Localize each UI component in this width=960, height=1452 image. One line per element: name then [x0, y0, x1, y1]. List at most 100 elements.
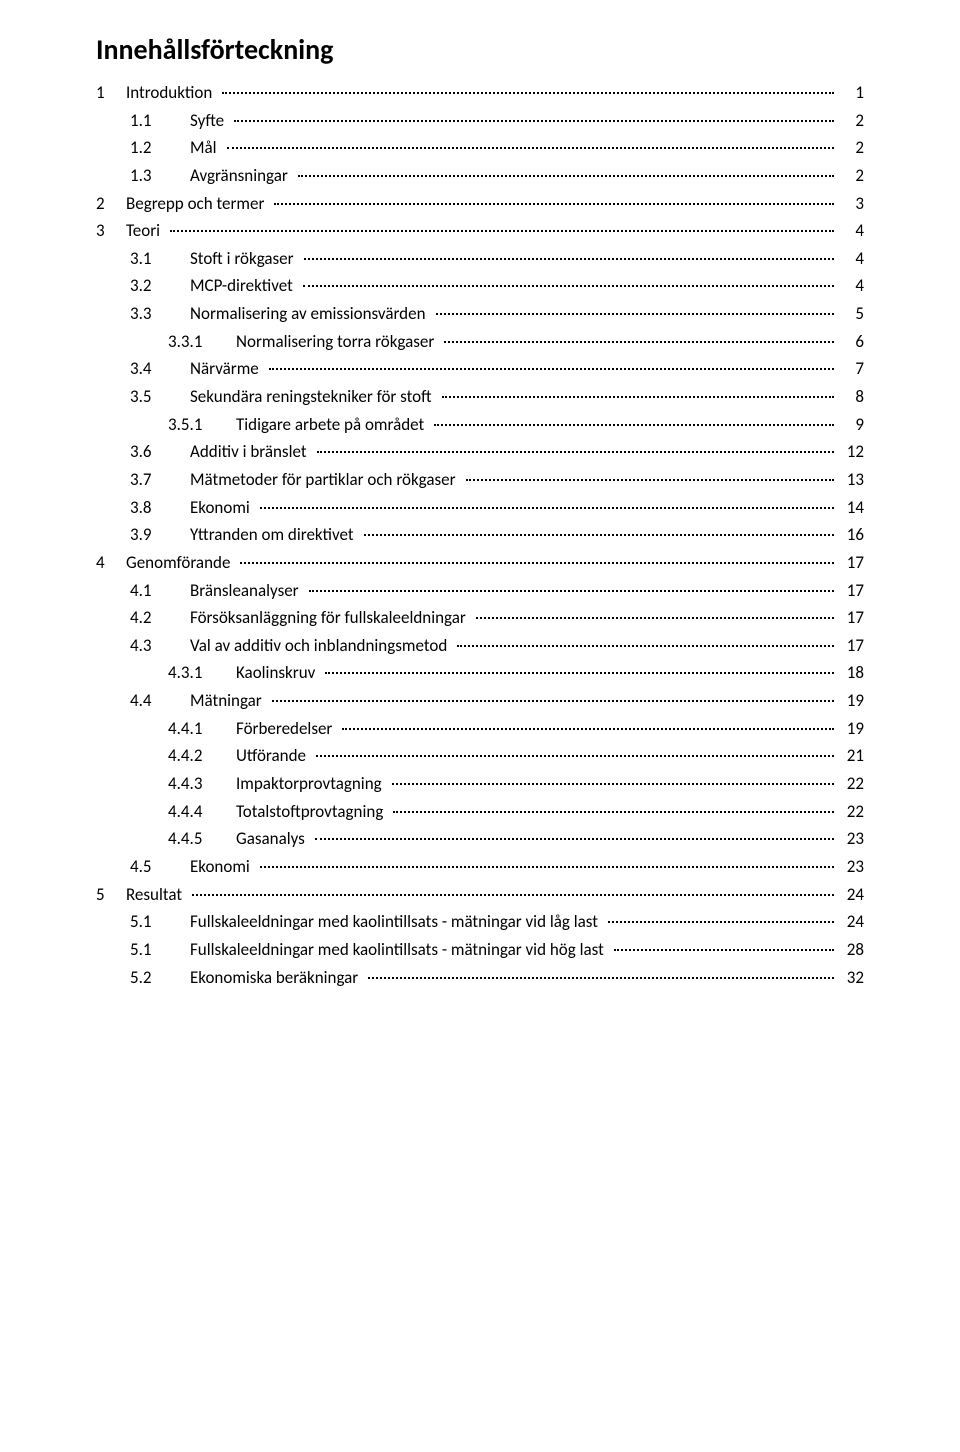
- toc-entry-page: 28: [838, 938, 864, 961]
- toc-entry[interactable]: 4.4.2Utförande21: [96, 744, 864, 767]
- toc-entry-title: Kaolinskruv: [236, 661, 321, 684]
- toc-entry[interactable]: 4.3Val av additiv och inblandningsmetod1…: [96, 634, 864, 657]
- toc-entry-title: Teori: [126, 219, 166, 242]
- toc-leader-dots: [240, 562, 834, 564]
- toc-leader-dots: [393, 811, 834, 813]
- toc-entry-title: Mätningar: [190, 689, 268, 712]
- toc-entry[interactable]: 5.1Fullskaleeldningar med kaolintillsats…: [96, 938, 864, 961]
- toc-entry-number: 3.5: [130, 385, 190, 408]
- toc-entry[interactable]: 3.1Stoft i rökgaser4: [96, 247, 864, 270]
- toc-entry-number: 3.8: [130, 496, 190, 519]
- toc-entry-number: 4.4.2: [168, 744, 236, 767]
- toc-entry-title: MCP-direktivet: [190, 274, 299, 297]
- toc-entry-title: Normalisering av emissionsvärden: [190, 302, 432, 325]
- toc-entry-number: 3.4: [130, 357, 190, 380]
- toc-entry-number: 4.4.3: [168, 772, 236, 795]
- toc-entry[interactable]: 1Introduktion1: [96, 81, 864, 104]
- toc-entry[interactable]: 3.7Mätmetoder för partiklar och rökgaser…: [96, 468, 864, 491]
- toc-entry-page: 22: [838, 772, 864, 795]
- toc-leader-dots: [227, 147, 834, 149]
- toc-entry[interactable]: 5Resultat 24: [96, 883, 864, 906]
- toc-entry-number: 4.4.1: [168, 717, 236, 740]
- toc-entry-page: 32: [838, 966, 864, 989]
- toc-leader-dots: [466, 479, 834, 481]
- toc-entry-number: 3.9: [130, 523, 190, 546]
- toc-entry[interactable]: 4.5Ekonomi23: [96, 855, 864, 878]
- toc-entry[interactable]: 4.3.1Kaolinskruv18: [96, 661, 864, 684]
- toc-entry[interactable]: 1.1Syfte2: [96, 109, 864, 132]
- toc-entry-title: Additiv i bränslet: [190, 440, 313, 463]
- toc-entry-page: 4: [838, 274, 864, 297]
- toc-entry-title: Val av additiv och inblandningsmetod: [190, 634, 453, 657]
- toc-entry[interactable]: 3.9Yttranden om direktivet16: [96, 523, 864, 546]
- toc-entry[interactable]: 3.5.1Tidigare arbete på området9: [96, 413, 864, 436]
- toc-entry-title: Tidigare arbete på området: [236, 413, 430, 436]
- toc-leader-dots: [303, 285, 834, 287]
- toc-entry-number: 4.4.5: [168, 827, 236, 850]
- toc-entry-number: 5: [96, 883, 126, 906]
- toc-leader-dots: [170, 230, 834, 232]
- toc-entry-number: 4.3: [130, 634, 190, 657]
- toc-entry[interactable]: 4.4.5Gasanalys23: [96, 827, 864, 850]
- toc-entry-page: 23: [838, 855, 864, 878]
- toc-entry-number: 3.7: [130, 468, 190, 491]
- toc-entry-title: Bränsleanalyser: [190, 579, 305, 602]
- toc-entry-title: Resultat: [126, 883, 188, 906]
- toc-entry[interactable]: 4Genomförande17: [96, 551, 864, 574]
- toc-entry[interactable]: 4.2Försöksanläggning för fullskaleeldnin…: [96, 606, 864, 629]
- toc-entry-page: 19: [838, 689, 864, 712]
- toc-entry[interactable]: 5.2Ekonomiska beräkningar32: [96, 966, 864, 989]
- toc-entry[interactable]: 3Teori4: [96, 219, 864, 242]
- toc-entry-page: 24: [838, 910, 864, 933]
- toc-entry-title: Fullskaleeldningar med kaolintillsats - …: [190, 910, 604, 933]
- toc-entry-title: Mätmetoder för partiklar och rökgaser: [190, 468, 462, 491]
- toc-leader-dots: [614, 949, 834, 951]
- toc-leader-dots: [342, 728, 834, 730]
- toc-entry-number: 4.3.1: [168, 661, 236, 684]
- toc-list: 1Introduktion1 1.1Syfte2 1.2Mål2 1.3Avgräns…: [96, 81, 864, 989]
- toc-entry-page: 24: [838, 883, 864, 906]
- toc-entry-page: 13: [838, 468, 864, 491]
- toc-entry[interactable]: 3.4Närvärme7: [96, 357, 864, 380]
- toc-entry-page: 3: [838, 192, 864, 215]
- toc-entry[interactable]: 3.3.1Normalisering torra rökgaser6: [96, 330, 864, 353]
- toc-entry-title: Totalstoftprovtagning: [236, 800, 389, 823]
- toc-leader-dots: [269, 368, 834, 370]
- toc-entry-page: 2: [838, 136, 864, 159]
- toc-heading: Innehållsförteckning: [96, 32, 864, 67]
- toc-entry[interactable]: 4.4.1Förberedelser19: [96, 717, 864, 740]
- toc-entry[interactable]: 3.3Normalisering av emissionsvärden 5: [96, 302, 864, 325]
- toc-entry-number: 5.1: [130, 910, 190, 933]
- toc-entry-number: 3.3: [130, 302, 190, 325]
- toc-leader-dots: [476, 617, 834, 619]
- toc-entry[interactable]: 3.6Additiv i bränslet 12: [96, 440, 864, 463]
- toc-entry[interactable]: 4.1Bränsleanalyser17: [96, 579, 864, 602]
- toc-leader-dots: [392, 783, 834, 785]
- toc-page: Innehållsförteckning 1Introduktion1 1.1Sy…: [0, 0, 960, 1041]
- toc-entry-page: 5: [838, 302, 864, 325]
- toc-entry-page: 12: [838, 440, 864, 463]
- toc-entry-title: Syfte: [190, 109, 230, 132]
- toc-entry[interactable]: 4.4.4Totalstoftprovtagning22: [96, 800, 864, 823]
- toc-entry-title: Genomförande: [126, 551, 236, 574]
- toc-entry[interactable]: 5.1Fullskaleeldningar med kaolintillsats…: [96, 910, 864, 933]
- toc-entry-number: 4.2: [130, 606, 190, 629]
- toc-leader-dots: [260, 866, 834, 868]
- toc-entry-page: 14: [838, 496, 864, 519]
- toc-entry[interactable]: 3.5Sekundära reningstekniker för stoft8: [96, 385, 864, 408]
- toc-entry[interactable]: 4.4Mätningar19: [96, 689, 864, 712]
- toc-entry[interactable]: 3.2MCP-direktivet 4: [96, 274, 864, 297]
- toc-entry[interactable]: 3.8Ekonomi14: [96, 496, 864, 519]
- toc-entry-number: 3.2: [130, 274, 190, 297]
- toc-entry[interactable]: 4.4.3Impaktorprovtagning22: [96, 772, 864, 795]
- toc-entry-page: 17: [838, 606, 864, 629]
- toc-entry-title: Närvärme: [190, 357, 265, 380]
- toc-entry-number: 4.4.4: [168, 800, 236, 823]
- toc-entry[interactable]: 2Begrepp och termer3: [96, 192, 864, 215]
- toc-entry-number: 3.6: [130, 440, 190, 463]
- toc-entry[interactable]: 1.2Mål2: [96, 136, 864, 159]
- toc-entry-number: 3.1: [130, 247, 190, 270]
- toc-entry[interactable]: 1.3Avgränsningar2: [96, 164, 864, 187]
- toc-entry-page: 17: [838, 579, 864, 602]
- toc-leader-dots: [436, 313, 834, 315]
